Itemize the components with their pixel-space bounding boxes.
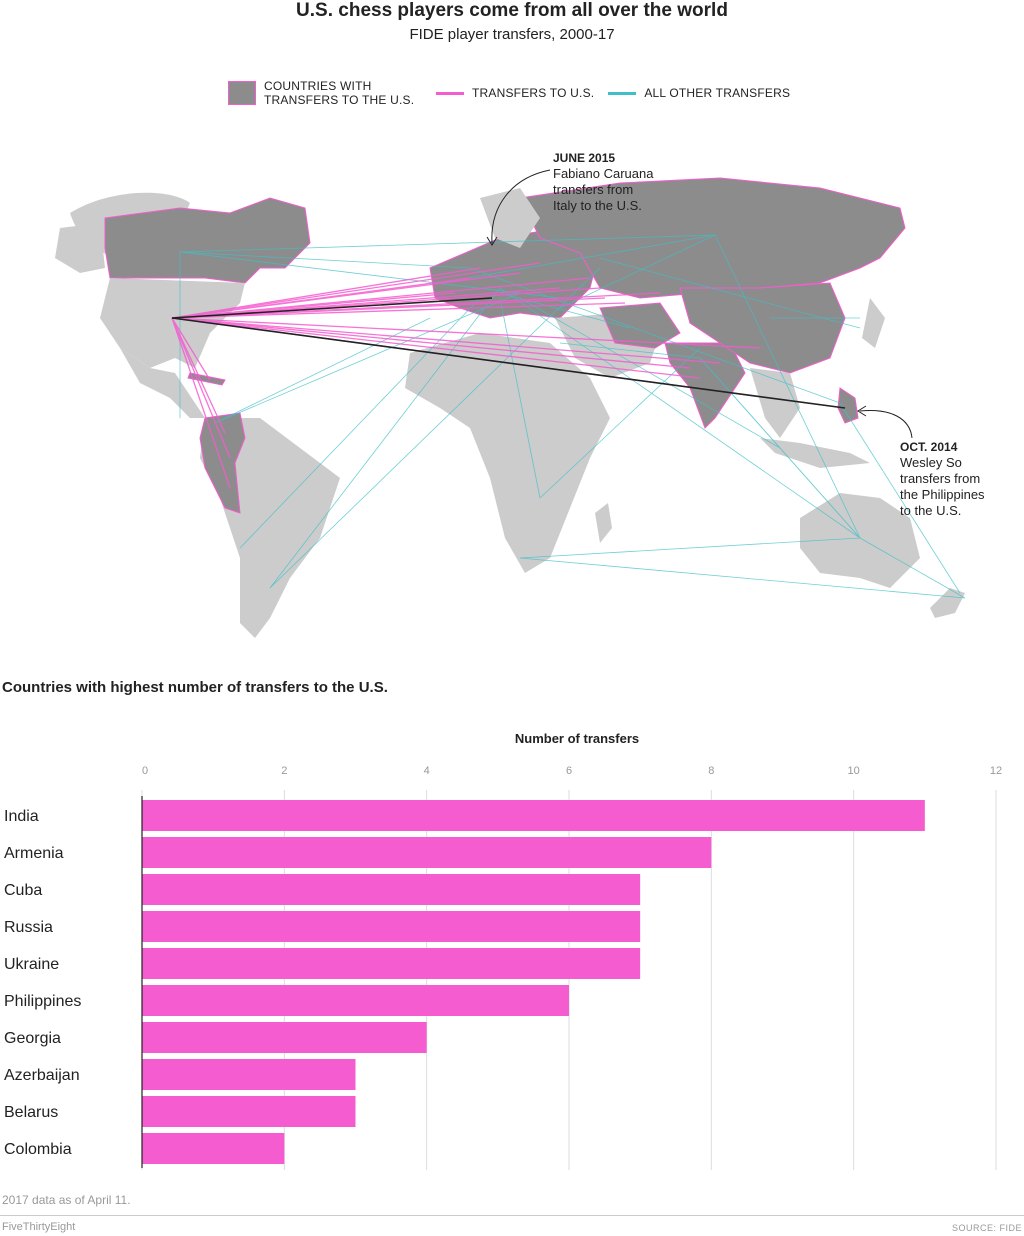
annotation-so: OCT. 2014 Wesley So transfers from the P… (900, 439, 985, 519)
category-label: Belarus (4, 1104, 58, 1121)
caruana-arrowhead (486, 236, 498, 246)
landmass-andean-transfer (199, 412, 246, 514)
bar-india (142, 800, 925, 831)
bar-tick-labels: 0 2 4 6 8 10 12 (142, 765, 1002, 777)
category-label: Cuba (4, 882, 42, 899)
legend-swatch-countries (228, 81, 256, 105)
landmass-cuba (187, 372, 226, 386)
bar-russia (142, 911, 641, 942)
tick-label: 2 (281, 765, 287, 777)
legend-label-countries: COUNTRIES WITH TRANSFERS TO THE U.S. (264, 79, 422, 107)
transfers-to-us-layer (171, 262, 846, 489)
so-transfer-line (171, 317, 846, 409)
legend-label-other: ALL OTHER TRANSFERS (644, 86, 791, 100)
brand-logo-text: FiveThirtyEight (2, 1221, 76, 1233)
legend-label-to-us: TRANSFERS TO U.S. (472, 86, 595, 100)
tick-label: 8 (708, 765, 714, 777)
source-label: SOURCE: FIDE (951, 1223, 1022, 1233)
category-label: Azerbaijan (4, 1067, 80, 1084)
category-label: Colombia (4, 1141, 72, 1158)
landmass-philippines (837, 387, 859, 424)
tick-label: 4 (424, 765, 430, 777)
landmass-alaska (55, 223, 105, 273)
landmass-russia (519, 177, 906, 299)
bar-armenia (142, 837, 712, 868)
category-label: Armenia (4, 845, 64, 862)
annotation-so-line3: the Philippines (900, 487, 985, 502)
category-label: Russia (4, 919, 53, 936)
category-label: Georgia (4, 1030, 61, 1047)
tick-label: 12 (990, 765, 1002, 777)
annotation-so-line1: Wesley So (900, 455, 962, 470)
landmass-iran (599, 302, 681, 349)
category-label: India (4, 808, 39, 825)
annotation-caruana-line3: Italy to the U.S. (553, 198, 642, 213)
bar-colombia (142, 1133, 285, 1164)
legend-label-countries-line1: COUNTRIES WITH (264, 79, 372, 93)
highlight-transfers-layer (171, 297, 846, 409)
so-arrow (859, 409, 913, 439)
annotation-arrows (486, 169, 913, 439)
x-axis-title: Number of transfers (514, 731, 640, 746)
bar-georgia (142, 1022, 427, 1053)
annotation-so-date: OCT. 2014 (900, 440, 958, 454)
category-label: Ukraine (4, 956, 59, 973)
bar-chart-heading: Countries with highest number of transfe… (2, 679, 388, 696)
annotation-caruana-line2: transfers from (553, 182, 634, 197)
landmass-indonesia (760, 438, 870, 468)
so-arrowhead (857, 405, 867, 417)
bar-ukraine (142, 948, 641, 979)
bar-philippines (142, 985, 569, 1016)
landmass-japan (862, 298, 885, 348)
tick-label: 6 (566, 765, 572, 777)
annotation-caruana-line1: Fabiano Caruana (553, 166, 654, 181)
chart-title: U.S. chess players come from all over th… (296, 0, 728, 21)
landmass-scandinavia (480, 188, 540, 248)
transfers-bar-chart: 0 2 4 6 8 10 12 India Armenia Cuba Russia Ukraine P… (4, 765, 1002, 1170)
landmass-southeast-asia (750, 368, 800, 438)
legend-line-other (608, 91, 637, 95)
tick-label: 0 (142, 765, 148, 777)
annotation-caruana-date: JUNE 2015 (553, 151, 616, 165)
landmass-usa (100, 278, 245, 368)
chart-subtitle: FIDE player transfers, 2000-17 (409, 26, 615, 43)
land-layer (55, 177, 965, 638)
footnote: 2017 data as of April 11. (2, 1193, 131, 1207)
category-label: Philippines (4, 993, 81, 1010)
legend-label-countries-line2: TRANSFERS TO THE U.S. (264, 93, 415, 107)
world-transfer-map (55, 169, 966, 638)
annotation-so-line2: transfers from (900, 471, 981, 486)
landmass-africa (405, 333, 610, 573)
caruana-arrow (491, 169, 551, 244)
map-legend: COUNTRIES WITH TRANSFERS TO THE U.S. TRA… (228, 78, 790, 108)
landmass-mexico (120, 348, 205, 418)
landmass-new-zealand (930, 588, 965, 618)
bar-cuba (142, 874, 641, 905)
annotation-caruana: JUNE 2015 Fabiano Caruana transfers from… (553, 150, 653, 214)
landmass-madagascar (595, 503, 612, 543)
bars (142, 800, 925, 1164)
category-labels: India Armenia Cuba Russia Ukraine Philippines… (4, 808, 81, 1158)
landmass-china (679, 282, 846, 374)
tick-label: 10 (848, 765, 860, 777)
footer-divider (0, 1215, 1024, 1216)
caruana-transfer-line (171, 297, 493, 319)
legend-line-to-us (436, 91, 464, 95)
annotation-so-line4: to the U.S. (900, 503, 962, 518)
bar-azerbaijan (142, 1059, 356, 1090)
bar-belarus (142, 1096, 356, 1127)
